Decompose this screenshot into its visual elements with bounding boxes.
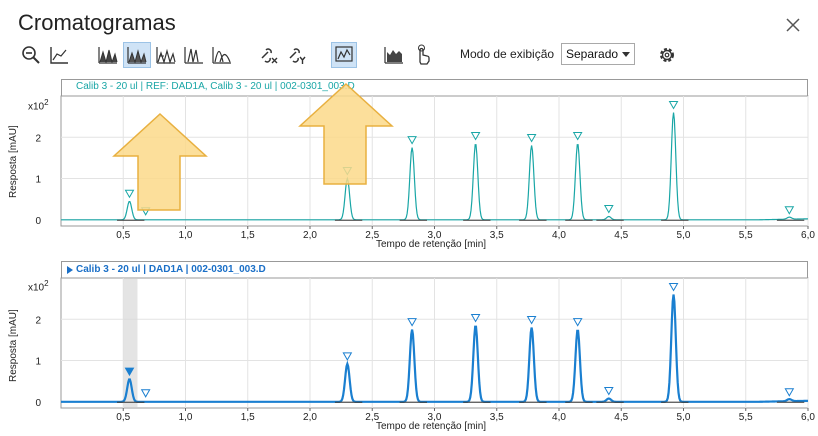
peak-marker — [470, 131, 481, 141]
x-tick-label: 5,5 — [739, 230, 753, 241]
peak-marker — [526, 134, 537, 143]
stacked-peaks-icon[interactable] — [95, 42, 121, 68]
x-tick-label: 3,0 — [428, 230, 442, 241]
x-tick-label: 1,0 — [179, 412, 193, 423]
panel-1-title: Calib 3 - 20 ul | REF: DAD1A, Calib 3 - … — [76, 81, 355, 92]
window-title: Cromatogramas — [18, 10, 176, 35]
display-mode-label: Modo de exibição — [460, 47, 555, 61]
y-tick-label: 1 — [35, 175, 41, 186]
area-icon[interactable] — [209, 42, 235, 68]
x-tick-label: 5,5 — [739, 412, 753, 423]
up-arrow-overlay-2 — [298, 82, 394, 185]
x-tick-label: 4,0 — [552, 230, 566, 241]
peak-marker — [668, 283, 679, 292]
peak-marker — [572, 131, 583, 141]
close-icon[interactable] — [782, 14, 804, 36]
peak-marker — [342, 352, 353, 361]
y-tick-label: 1 — [35, 357, 41, 368]
peak-marker — [407, 318, 417, 327]
chromatogram-panel-1-header[interactable]: Calib 3 - 20 ul | REF: DAD1A, Calib 3 - … — [61, 79, 808, 96]
panel-1-y-scale: x102 — [28, 98, 49, 113]
panel-2-title: Calib 3 - 20 ul | DAD1A | 002-0301_003.D — [76, 264, 266, 275]
x-tick-label: 0,5 — [116, 412, 130, 423]
signal-trace-2 — [61, 294, 809, 403]
x-tick-label: 6,0 — [801, 230, 815, 241]
display-mode-value: Separado — [566, 47, 619, 61]
link-y-icon[interactable] — [284, 42, 310, 68]
peaks-outline-icon[interactable] — [153, 42, 179, 68]
chevron-down-icon — [622, 52, 630, 57]
panel-2-y-scale: x102 — [28, 279, 49, 294]
panel-2-xlabel: Tempo de retenção [min] — [376, 421, 487, 432]
panel-1-xlabel: Tempo de retenção [min] — [376, 239, 487, 250]
selected-peak-region — [123, 279, 138, 407]
peak-end-marker — [140, 389, 151, 398]
x-tick-label: 5,0 — [677, 412, 691, 423]
peak-marker — [784, 388, 795, 397]
x-tick-label: 6,0 — [801, 412, 815, 423]
peak-marker — [572, 318, 583, 327]
hand-touch-icon[interactable] — [409, 42, 435, 68]
gear-icon[interactable] — [656, 44, 678, 66]
y-tick-label: 0 — [35, 398, 41, 409]
baseline-icon[interactable] — [46, 42, 72, 68]
y-tick-label: 2 — [35, 315, 41, 326]
x-tick-label: 3,0 — [428, 412, 442, 423]
x-tick-label: 4,5 — [614, 230, 628, 241]
x-tick-label: 4,5 — [614, 412, 628, 423]
multi-trace-icon[interactable] — [181, 42, 207, 68]
x-tick-label: 2,0 — [303, 412, 317, 423]
x-tick-label: 1,5 — [241, 230, 255, 241]
x-tick-label: 5,0 — [677, 230, 691, 241]
zoom-out-icon[interactable] — [18, 42, 44, 68]
peak-marker — [124, 189, 135, 199]
x-tick-label: 3,5 — [490, 412, 504, 423]
y-tick-label: 0 — [35, 216, 41, 227]
link-x-icon[interactable] — [256, 42, 282, 68]
chart-select-icon[interactable] — [331, 42, 357, 68]
x-tick-label: 3,5 — [490, 230, 504, 241]
x-tick-label: 2,5 — [365, 230, 379, 241]
signal-trace-1 — [61, 112, 809, 221]
peak-marker — [526, 316, 537, 325]
peak-marker — [470, 313, 481, 323]
expand-triangle-icon[interactable] — [67, 266, 73, 274]
peak-marker — [784, 206, 795, 215]
display-mode-select[interactable]: Separado — [561, 43, 635, 65]
peak-marker — [407, 136, 417, 145]
peak-marker — [124, 367, 135, 377]
x-tick-label: 4,0 — [552, 412, 566, 423]
signal-bars-icon[interactable] — [381, 42, 407, 68]
x-tick-label: 2,5 — [365, 412, 379, 423]
peak-marker — [603, 205, 614, 214]
x-tick-label: 2,0 — [303, 230, 317, 241]
chromatogram-panel-2-header[interactable]: Calib 3 - 20 ul | DAD1A | 002-0301_003.D — [61, 261, 808, 278]
x-tick-label: 1,5 — [241, 412, 255, 423]
y-tick-label: 2 — [35, 133, 41, 144]
peak-marker — [668, 101, 679, 110]
x-tick-label: 1,0 — [179, 230, 193, 241]
up-arrow-overlay-1 — [112, 112, 208, 211]
x-tick-label: 0,5 — [116, 230, 130, 241]
overlay-peaks-icon[interactable] — [123, 42, 151, 68]
peak-marker — [603, 387, 614, 396]
